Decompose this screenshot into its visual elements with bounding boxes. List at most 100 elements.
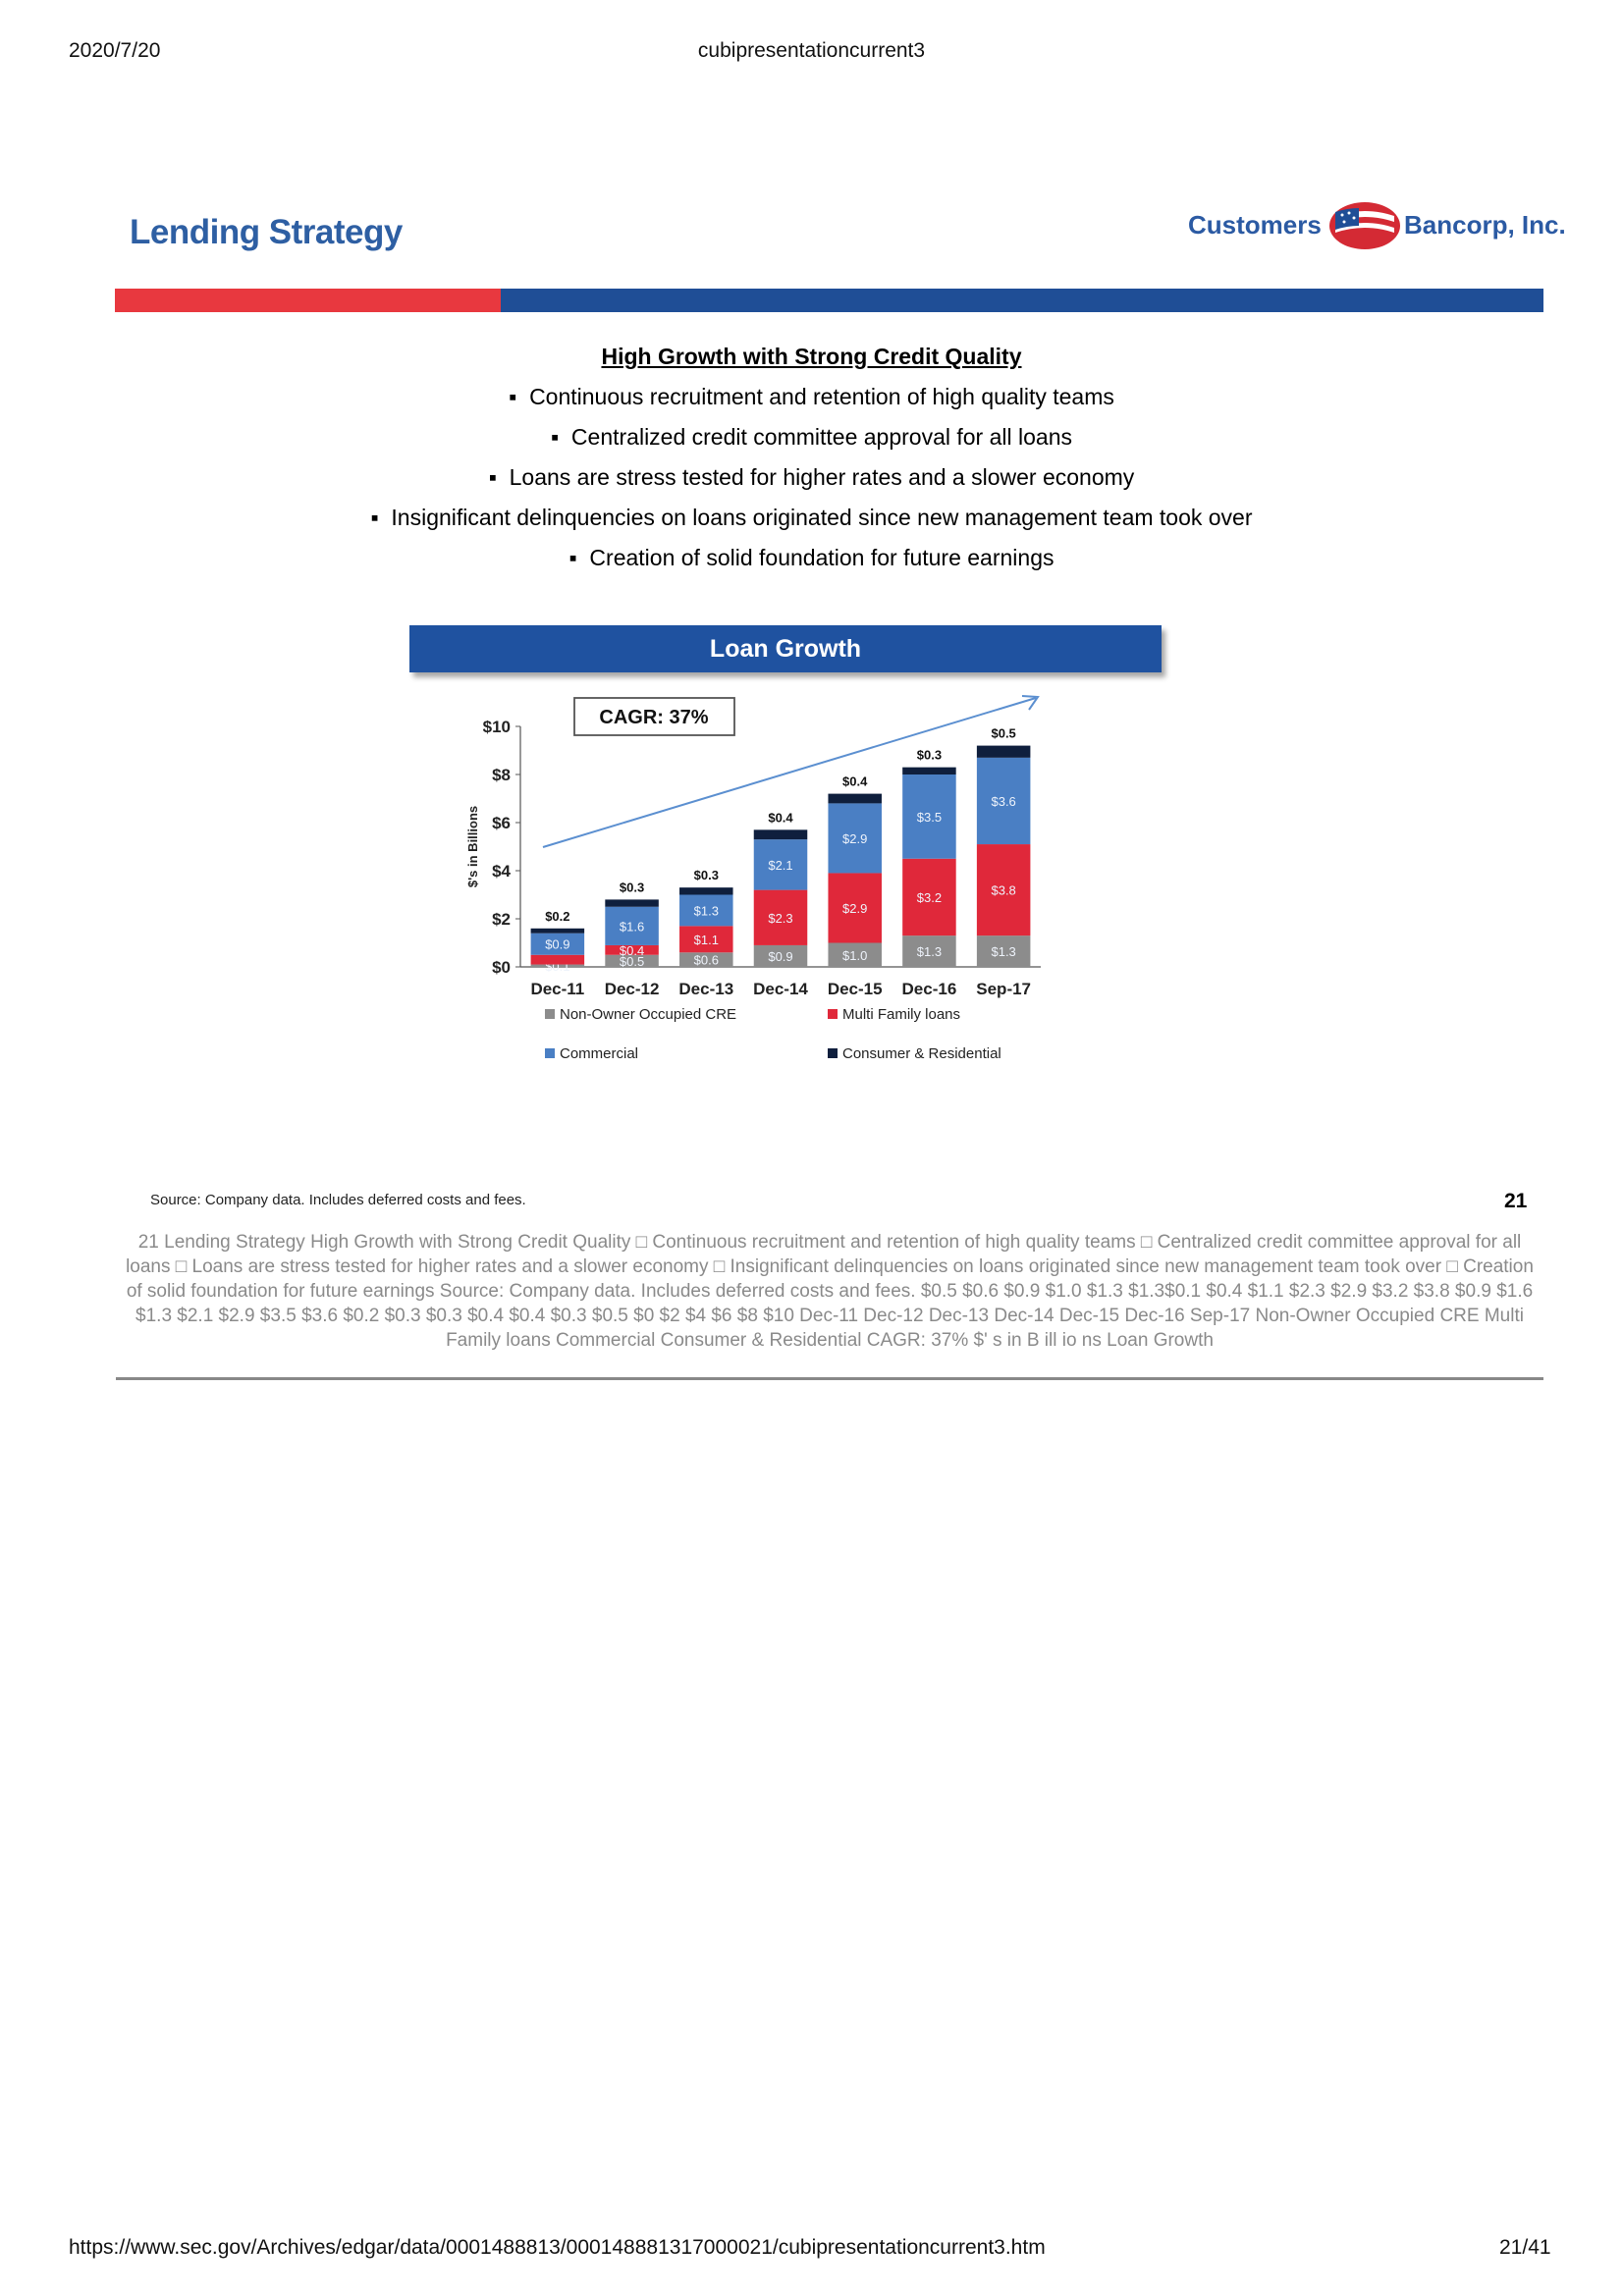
data-label: $0.5 [991, 726, 1015, 741]
legend-swatch [828, 1048, 838, 1058]
legend-swatch [545, 1009, 555, 1019]
data-label: $0.3 [917, 748, 942, 763]
y-tick-label: $4 [492, 862, 511, 881]
header-rule-red [115, 289, 501, 312]
bar-segment [679, 952, 733, 967]
print-date: 2020/7/20 [69, 39, 161, 62]
y-tick-label: $0 [492, 958, 511, 977]
bar-segment [902, 935, 956, 967]
data-label: $1.3 [694, 903, 719, 918]
data-label: $0.4 [768, 810, 793, 825]
bar-segment [828, 803, 882, 874]
data-label: $3.2 [917, 890, 942, 905]
data-label: $0.9 [545, 937, 569, 952]
data-label: $2.9 [842, 901, 867, 916]
section-subheading: High Growth with Strong Credit Quality [601, 344, 1022, 369]
company-logo: Customers Bancorp, Inc. [1188, 196, 1566, 255]
bar-segment [828, 873, 882, 943]
data-label: $1.1 [694, 933, 719, 947]
x-tick-label: Dec-12 [605, 980, 660, 998]
logo-text-left: Customers [1188, 210, 1322, 240]
bar-segment [530, 928, 585, 934]
data-label: $3.5 [917, 810, 942, 825]
bar-segment [605, 906, 659, 945]
y-tick-label: $2 [492, 910, 511, 929]
data-label: $0.2 [545, 909, 569, 924]
data-label: $1.6 [620, 919, 644, 934]
data-label: $2.3 [768, 911, 792, 926]
divider [116, 1377, 1543, 1380]
bar-segment [753, 829, 808, 840]
x-tick-label: Dec-16 [902, 980, 957, 998]
bar-segment [530, 964, 585, 967]
bar-segment [679, 887, 733, 895]
bar-segment [902, 858, 956, 936]
arrow-head-icon [1021, 695, 1040, 711]
bar-segment [605, 954, 659, 967]
legend-swatch [828, 1009, 838, 1019]
footer-url[interactable]: https://www.sec.gov/Archives/edgar/data/… [69, 2236, 1046, 2259]
data-label: $0.4 [842, 774, 868, 789]
x-tick-label: Dec-15 [828, 980, 883, 998]
bar-segment [976, 935, 1031, 967]
bullet-item: ▪ Insignificant delinquencies on loans o… [370, 505, 1253, 530]
cagr-box [573, 697, 735, 736]
cagr-label: CAGR: 37% [599, 707, 708, 728]
bar-segment [530, 933, 585, 955]
flag-icon [1329, 202, 1400, 249]
data-label: $3.8 [991, 883, 1015, 898]
bar-segment [902, 767, 956, 774]
source-note: Source: Company data. Includes deferred … [150, 1192, 526, 1208]
y-axis-label: $'s in Billions [465, 806, 480, 887]
slide-title: Lending Strategy [130, 213, 403, 251]
bar-segment [753, 839, 808, 890]
y-tick-label: $6 [492, 814, 511, 832]
bar-segment [679, 926, 733, 953]
bullet-item: ▪ Continuous recruitment and retention o… [509, 384, 1114, 409]
data-label: $0.6 [694, 953, 719, 968]
slide-alt-text: 21 Lending Strategy High Growth with Str… [126, 1232, 1534, 1351]
data-label: $0.5 [620, 954, 644, 969]
legend-label: Non-Owner Occupied CRE [560, 1006, 736, 1023]
legend-swatch [545, 1048, 555, 1058]
x-tick-label: Sep-17 [976, 980, 1031, 998]
bar-segment [976, 757, 1031, 845]
data-label: $0.3 [694, 868, 719, 882]
legend-label: Commercial [560, 1045, 638, 1062]
bar-segment [902, 774, 956, 859]
data-label: $1.3 [917, 944, 942, 959]
bar-segment [605, 899, 659, 907]
document-title: cubipresentationcurrent3 [697, 39, 926, 62]
logo-text-right: Bancorp, Inc. [1404, 210, 1566, 240]
y-tick-label: $8 [492, 766, 511, 784]
bar-segment [976, 745, 1031, 758]
footer-page-count: 21/41 [1499, 2236, 1551, 2259]
bar-segment [679, 894, 733, 927]
x-tick-label: Dec-14 [753, 980, 808, 998]
data-label: $0.3 [620, 880, 644, 894]
bar-segment [753, 944, 808, 967]
data-label: $1.3 [991, 944, 1015, 959]
slide-page-number: 21 [1504, 1190, 1528, 1212]
data-label: $3.6 [991, 794, 1015, 809]
bar-segment [976, 844, 1031, 936]
bullet-item: ▪ Centralized credit committee approval … [550, 424, 1072, 450]
header-rule-blue [501, 289, 1543, 312]
trend-arrow [542, 697, 1037, 848]
legend-label: Multi Family loans [842, 1006, 960, 1023]
bar-segment [605, 944, 659, 955]
bar-segment [828, 942, 882, 967]
data-label: $2.9 [842, 831, 867, 846]
x-tick-label: Dec-13 [678, 980, 733, 998]
bullet-item: ▪ Loans are stress tested for higher rat… [488, 464, 1135, 490]
bar-segment [828, 793, 882, 804]
bar-segment [530, 954, 585, 965]
data-label: $0.9 [768, 949, 792, 964]
x-tick-label: Dec-11 [530, 980, 584, 998]
bar-segment [753, 889, 808, 945]
data-label: $0.4 [620, 943, 644, 958]
data-label: $2.1 [768, 858, 792, 873]
chart-title: Loan Growth [409, 625, 1162, 672]
legend-label: Consumer & Residential [842, 1045, 1001, 1062]
loan-growth-chart: $0$2$4$6$8$10$'s in Billions$0.1$0.9$0.2… [465, 695, 1041, 1062]
